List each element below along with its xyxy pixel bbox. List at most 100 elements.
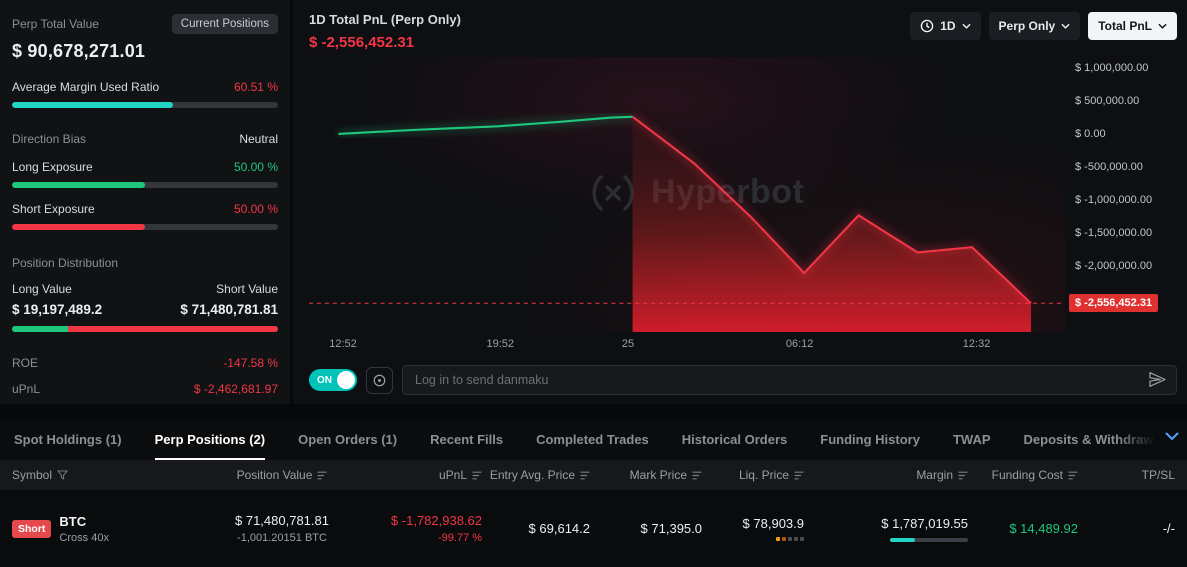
negative-pnl-area [632,116,1031,332]
tab-recent-fills[interactable]: Recent Fills [430,431,504,447]
tab-spot-holdings[interactable]: Spot Holdings (1) [14,431,122,447]
danmaku-input[interactable] [402,365,1177,395]
short-exposure-bar [12,224,278,230]
danmaku-toggle[interactable]: ON [309,369,357,391]
x-tick: 12:52 [329,338,357,350]
filter-icon [57,470,69,480]
th-entry-price-label: Entry Avg. Price [489,468,575,482]
target-icon [373,374,386,386]
x-tick: 06:12 [785,338,814,350]
tab-funding-history[interactable]: Funding History [820,431,920,447]
chart-x-axis: 12:52 19:52 25 06:12 12:32 [309,332,1065,356]
current-positions-button[interactable]: Current Positions [171,14,278,34]
short-value: $ 71,480,781.81 [180,302,278,317]
th-mark-price-label: Mark Price [629,468,687,482]
x-tick: 25 [621,338,635,350]
th-mark-price[interactable]: Mark Price [590,468,702,482]
direction-bias-label: Direction Bias [12,132,87,146]
position-leverage: Cross 40x [59,531,109,544]
tab-historical-orders[interactable]: Historical Orders [681,431,788,447]
sort-icon [317,471,328,479]
pnl-area-chart[interactable]: Hyperbot [309,57,1065,332]
y-tick: $ -1,500,000.00 [1075,227,1153,240]
roe-label: ROE [12,356,39,370]
tab-perp-positions[interactable]: Perp Positions (2) [154,420,266,460]
th-upnl-label: uPnL [438,468,467,482]
th-symbol[interactable]: Symbol [12,468,182,482]
position-liq-price: $ 78,903.9 [742,516,804,531]
y-tick: $ -500,000.00 [1075,161,1143,173]
short-exposure-label: Short Exposure [12,202,95,216]
upnl-label: uPnL [12,382,41,396]
position-tpsl: -/- [1162,521,1175,536]
clock-icon [920,19,934,33]
chevron-down-icon [1061,23,1070,29]
th-funding-cost[interactable]: Funding Cost [968,468,1078,482]
danmaku-settings-button[interactable] [366,366,393,394]
short-value-label: Short Value [216,282,278,296]
distribution-long-segment [12,326,69,332]
y-tick: $ 500,000.00 [1075,94,1140,107]
positions-table-header: Symbol Position Value uPnL Entry Avg. Pr… [0,460,1187,490]
timeframe-dropdown[interactable]: 1D [910,12,981,40]
position-mark-price: $ 71,395.0 [640,521,702,536]
sort-icon [1068,471,1078,479]
sort-icon [692,471,702,479]
long-exposure-value: 50.00 % [233,160,278,174]
y-tick: $ 0.00 [1075,127,1106,140]
sort-icon [958,471,968,479]
send-icon[interactable] [1148,371,1167,388]
position-value: $ 71,480,781.81 [235,513,329,528]
roe-value: -147.58 % [223,356,278,370]
sort-icon [472,471,482,479]
short-exposure-value: 50.00 % [233,202,278,216]
tab-deposits-withdrawals[interactable]: Deposits & Withdraw [1023,431,1154,447]
scope-label: Perp Only [998,19,1056,33]
th-upnl[interactable]: uPnL [382,468,482,482]
avg-margin-label: Average Margin Used Ratio [12,80,160,94]
margin-usage-bar-fill [890,537,915,542]
perp-total-value-label: Perp Total Value [12,17,99,31]
tab-open-orders[interactable]: Open Orders (1) [298,431,398,447]
avg-margin-value: 60.51 % [233,80,278,94]
y-tick: $ -2,000,000.00 [1075,260,1153,273]
th-entry-price[interactable]: Entry Avg. Price [482,468,590,482]
position-distribution-label: Position Distribution [12,256,119,270]
liq-risk-meter [702,537,804,541]
tabs-expand-chevron-icon[interactable] [1165,432,1179,441]
direction-bias-value: Neutral [239,132,278,146]
short-exposure-bar-fill [12,224,145,230]
sort-icon [580,471,590,479]
position-row-btc[interactable]: Short BTC Cross 40x $ 71,480,781.81 -1,0… [0,490,1187,567]
tab-twap[interactable]: TWAP [952,431,991,447]
long-value-label: Long Value [12,282,72,296]
positions-section: Spot Holdings (1) Perp Positions (2) Ope… [0,420,1187,567]
margin-usage-bar [890,537,968,542]
chart-current-pnl: $ -2,556,452.31 [309,34,415,51]
position-size: -1,001.20151 BTC [237,532,327,544]
position-upnl-pct: -99.77 % [437,532,482,544]
scope-dropdown[interactable]: Perp Only [988,12,1081,40]
position-side-badge: Short [12,519,52,538]
long-short-distribution-bar [12,326,278,332]
th-tpsl-label: TP/SL [1141,468,1175,482]
avg-margin-bar-fill [12,102,173,108]
chevron-down-icon [1158,23,1167,29]
metric-dropdown[interactable]: Total PnL [1088,12,1177,40]
th-margin[interactable]: Margin [804,468,968,482]
th-position-value[interactable]: Position Value [182,468,382,482]
th-liq-price[interactable]: Liq. Price [702,468,804,482]
th-position-value-label: Position Value [236,468,313,482]
long-value: $ 19,197,489.2 [12,302,103,317]
chart-controls: 1D Perp Only Total PnL [910,12,1177,40]
y-tick: $ -1,000,000.00 [1075,194,1153,207]
th-symbol-label: Symbol [12,468,53,482]
tab-completed-trades[interactable]: Completed Trades [536,431,649,447]
sort-icon [794,471,804,479]
position-funding-cost: $ 14,489.92 [1009,521,1078,536]
th-tpsl: TP/SL [1078,468,1175,482]
x-tick: 12:32 [962,338,991,350]
chevron-down-icon [961,23,971,29]
position-entry-price: $ 69,614.2 [528,521,590,536]
positions-tabs: Spot Holdings (1) Perp Positions (2) Ope… [0,420,1187,460]
